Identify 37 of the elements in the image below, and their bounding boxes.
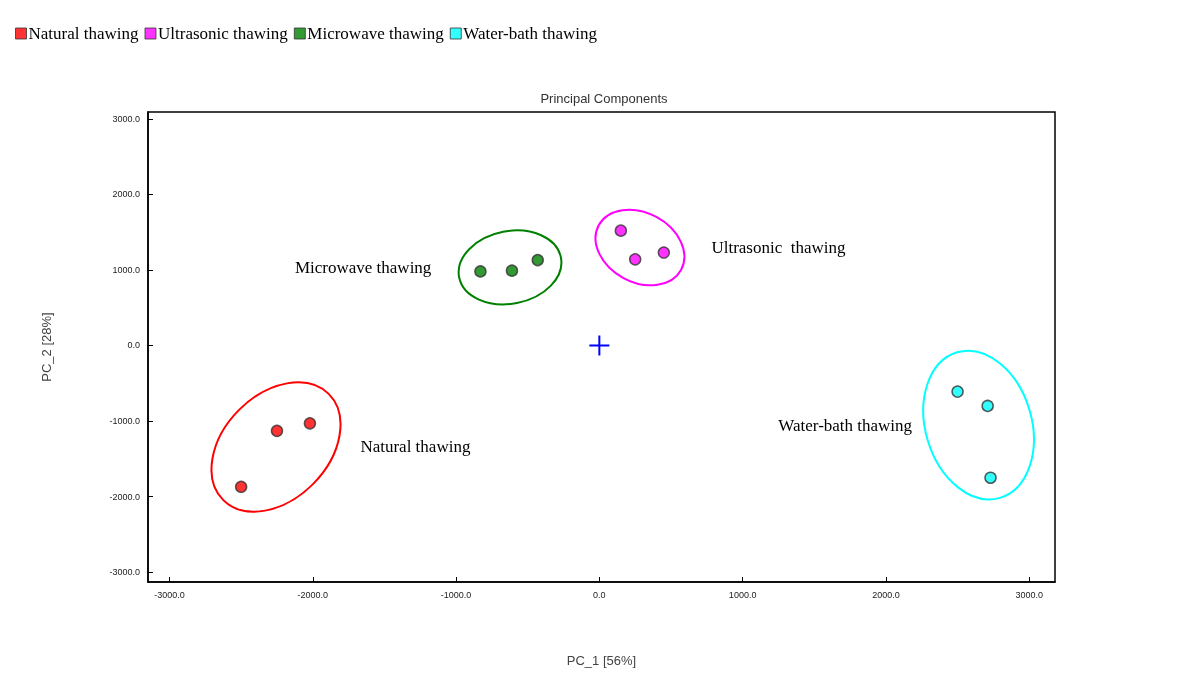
y-tick-label: 0.0 (127, 340, 140, 351)
x-tick-label: 0.0 (593, 589, 606, 600)
y-axis-title: PC_2 [28%] (39, 312, 54, 382)
point (628, 253, 642, 266)
x-tick-label: 1000.0 (728, 589, 757, 600)
point (981, 399, 994, 413)
y-tick-label: -2000.0 (109, 491, 140, 502)
y-tick-label: -3000.0 (109, 567, 140, 578)
annotation: Water-bath thawing (778, 415, 913, 435)
x-tick-label: -2000.0 (297, 589, 329, 600)
x-tick-label: 3000.0 (1015, 589, 1043, 600)
point (234, 480, 248, 494)
annotation: Ultrasonic thawing (711, 238, 847, 258)
y-tick-label: 3000.0 (112, 113, 140, 124)
point (531, 253, 544, 267)
y-tick-label: 2000.0 (112, 189, 140, 200)
annotation: Natural thawing (360, 437, 471, 457)
point (614, 224, 628, 237)
legend-label: Ultrasonic thawing (157, 24, 289, 43)
x-tick-label: -3000.0 (154, 589, 185, 600)
point (657, 246, 671, 259)
annotation: Microwave thawing (294, 257, 432, 277)
point (505, 264, 519, 277)
y-tick-label: -1000.0 (109, 416, 140, 427)
point (270, 424, 284, 438)
x-tick-label: 2000.0 (872, 589, 900, 600)
legend-label: Water-bath thawing (463, 24, 598, 43)
point (984, 471, 997, 484)
x-axis-title: PC_1 [56%] (566, 653, 637, 668)
y-tick-label: 1000.0 (112, 264, 140, 275)
legend-label: Microwave thawing (307, 24, 445, 43)
point (303, 417, 317, 430)
chart-title: Principal Components (540, 91, 669, 106)
point (474, 265, 487, 278)
point (951, 385, 964, 398)
legend-label: Natural thawing (28, 24, 139, 43)
x-tick-label: -1000.0 (440, 589, 472, 600)
